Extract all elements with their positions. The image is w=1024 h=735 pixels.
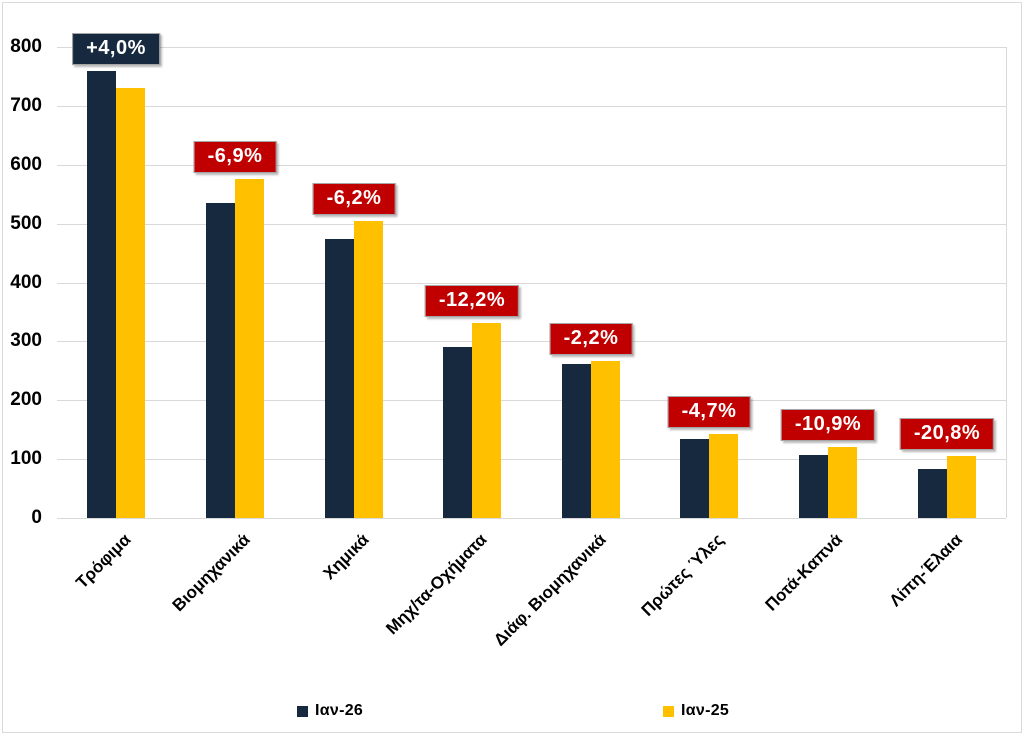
bar-Ιαν-25-Βιομηχανικά [235,179,264,518]
change-label-Χημικά: -6,2% [312,183,396,215]
bar-Ιαν-25-Διάφ. Βιομηχανικά [591,361,620,518]
y-tick-label-700: 700 [10,95,42,116]
change-label-Μηχ/τα-Οχήματα: -12,2% [424,285,520,317]
y-tick-label-500: 500 [10,213,42,234]
gridline-300 [57,341,1006,342]
change-label-Ποτά-Καπνά: -10,9% [780,409,876,441]
y-tick-label-600: 600 [10,154,42,175]
x-axis-label-Διάφ. Βιομηχανικά: Διάφ. Βιομηχανικά [489,530,610,650]
bar-Ιαν-26-Διάφ. Βιομηχανικά [562,364,591,518]
change-label-Λίπη-Έλαια: -20,8% [899,418,995,450]
bar-Ιαν-26-Ποτά-Καπνά [799,455,828,518]
gridline-400 [57,283,1006,284]
legend-label-ian-25: Ιαν-25 [681,702,730,719]
bar-Ιαν-26-Μηχ/τα-Οχήματα [443,347,472,518]
gridline-600 [57,165,1006,166]
bar-Ιαν-26-Πρώτες Ύλες [680,439,709,518]
gridline-800 [57,47,1006,48]
bar-Ιαν-26-Χημικά [325,239,354,518]
x-axis-label-Πρώτες Ύλες: Πρώτες Ύλες [637,530,728,620]
y-tick-label-400: 400 [10,272,42,293]
gridline-700 [57,106,1006,107]
bar-Ιαν-26-Λίπη-Έλαια [918,469,947,518]
x-axis-label-Ποτά-Καπνά: Ποτά-Καπνά [761,530,847,615]
x-axis-label-Μηχ/τα-Οχήματα: Μηχ/τα-Οχήματα [382,530,491,639]
bar-Ιαν-25-Τρόφιμα [116,88,145,518]
bar-Ιαν-25-Πρώτες Ύλες [709,434,738,518]
change-label-Βιομηχανικά: -6,9% [193,141,277,173]
bar-Ιαν-25-Λίπη-Έλαια [947,456,976,518]
bar-Ιαν-25-Χημικά [354,221,383,518]
bar-Ιαν-26-Βιομηχανικά [206,203,235,518]
change-label-Τρόφιμα: +4,0% [72,33,160,65]
y-tick-label-0: 0 [31,507,42,528]
change-label-Πρώτες Ύλες: -4,7% [667,396,751,428]
y-tick-label-200: 200 [10,389,42,410]
bar-Ιαν-25-Μηχ/τα-Οχήματα [472,323,501,518]
legend-swatch-ian-25 [663,705,674,717]
x-axis-label-Χημικά: Χημικά [319,530,373,584]
plot-area-right-border [1006,47,1007,518]
x-axis-label-Βιομηχανικά: Βιομηχανικά [168,530,254,616]
y-tick-label-300: 300 [10,330,42,351]
change-label-Διάφ. Βιομηχανικά: -2,2% [549,323,633,355]
bar-Ιαν-26-Τρόφιμα [87,71,116,518]
gridline-0 [57,518,1006,519]
gridline-100 [57,459,1006,460]
legend-item-ian-25: Ιαν-25 [663,700,729,722]
legend-swatch-ian-26 [297,705,308,717]
legend-item-ian-26: Ιαν-26 [297,700,363,722]
x-axis-label-Λίπη-Έλαια: Λίπη-Έλαια [885,530,966,611]
gridline-500 [57,224,1006,225]
y-tick-label-100: 100 [10,448,42,469]
y-tick-label-800: 800 [10,36,42,57]
gridline-200 [57,400,1006,401]
legend-label-ian-26: Ιαν-26 [315,702,364,719]
bar-Ιαν-25-Ποτά-Καπνά [828,447,857,518]
x-axis-label-Τρόφιμα: Τρόφιμα [72,530,135,593]
